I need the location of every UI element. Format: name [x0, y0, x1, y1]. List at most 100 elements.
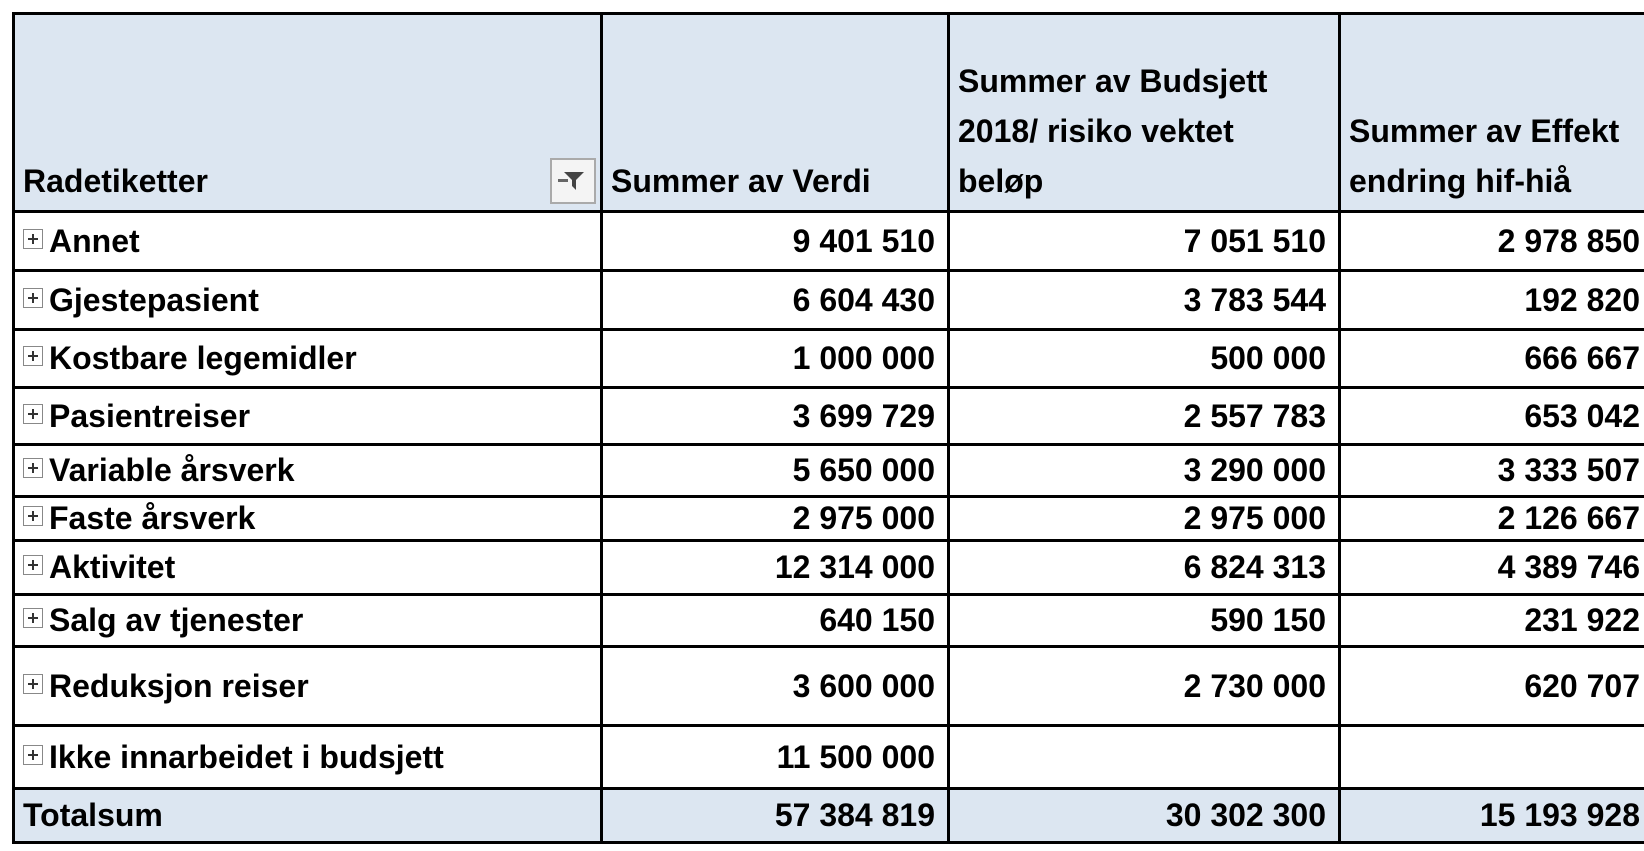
expand-button[interactable] — [23, 228, 43, 249]
row-label-cell: Kostbare legemidler — [12, 328, 603, 389]
expand-button[interactable] — [23, 346, 43, 366]
row-label-cell: Totalsum — [12, 787, 603, 844]
data-row: Ikke innarbeidet i budsjett 11 500 000 — [12, 724, 1644, 790]
data-row: Faste årsverk 2 975 000 2 975 000 2 126 667 — [12, 495, 1644, 542]
cell-value: 666 667 — [1524, 340, 1640, 376]
cell-value: 620 707 — [1524, 667, 1640, 704]
value-cell: 231 922 — [1338, 593, 1644, 648]
header-cell: Radetiketter — [12, 12, 603, 213]
header-cell: Summer av Budsjett 2018/ risiko vektet b… — [947, 12, 1341, 213]
cell-value: 653 042 — [1524, 397, 1640, 434]
value-cell: 12 314 000 — [600, 539, 950, 596]
expand-button[interactable] — [23, 555, 43, 575]
value-cell: 3 333 507 — [1338, 443, 1644, 498]
cell-value: 6 604 430 — [792, 281, 935, 318]
expand-button[interactable] — [23, 458, 43, 478]
value-cell: 3 600 000 — [600, 645, 950, 727]
header-cell: Summer av Verdi — [600, 12, 950, 213]
cell-value: 2 975 000 — [1183, 500, 1326, 536]
row-label: Aktivitet — [49, 549, 176, 585]
value-cell: 2 975 000 — [947, 495, 1341, 542]
row-label: Reduksjon reiser — [49, 667, 309, 704]
value-cell: 2 126 667 — [1338, 495, 1644, 542]
row-label-cell: Pasientreiser — [12, 386, 603, 446]
row-label: Gjestepasient — [49, 281, 259, 318]
row-label-cell: Annet — [12, 210, 603, 272]
value-cell: 2 978 850 — [1338, 210, 1644, 272]
data-row: Pasientreiser 3 699 729 2 557 783 653 042 — [12, 386, 1644, 446]
value-cell: 640 150 — [600, 593, 950, 648]
row-label-cell: Faste årsverk — [12, 495, 603, 542]
row-label-cell: Gjestepasient — [12, 269, 603, 331]
data-row: Aktivitet 12 314 000 6 824 313 4 389 746 — [12, 539, 1644, 596]
cell-value: 57 384 819 — [774, 797, 935, 833]
row-label: Ikke innarbeidet i budsjett — [49, 738, 444, 775]
value-cell: 620 707 — [1338, 645, 1644, 727]
cell-value: 3 699 729 — [792, 397, 935, 434]
data-row: Gjestepasient 6 604 430 3 783 544 192 820 — [12, 269, 1644, 331]
value-cell: 30 302 300 — [947, 787, 1341, 844]
cell-value: 3 783 544 — [1183, 281, 1326, 318]
row-label: Kostbare legemidler — [49, 340, 357, 376]
value-cell: 2 975 000 — [600, 495, 950, 542]
value-cell — [947, 724, 1341, 790]
total-row: Totalsum 57 384 819 30 302 300 15 193 928 — [12, 787, 1644, 844]
expand-button[interactable] — [23, 403, 43, 424]
cell-value: 3 290 000 — [1183, 452, 1326, 488]
cell-value: 7 051 510 — [1183, 222, 1326, 259]
filter-icon — [558, 172, 584, 190]
header-row: Radetiketter Summer av Verdi Summer av Bud… — [12, 12, 1644, 213]
row-label: Annet — [49, 222, 140, 259]
data-row: Salg av tjenester 640 150 590 150 231 922 — [12, 593, 1644, 648]
value-cell: 57 384 819 — [600, 787, 950, 844]
cell-value: 15 193 928 — [1479, 797, 1640, 833]
expand-button[interactable] — [23, 506, 43, 526]
cell-value: 5 650 000 — [792, 452, 935, 488]
value-cell: 7 051 510 — [947, 210, 1341, 272]
value-cell: 2 730 000 — [947, 645, 1341, 727]
value-cell: 590 150 — [947, 593, 1341, 648]
header-text: Radetiketter — [23, 163, 208, 199]
filter-button[interactable] — [550, 158, 596, 204]
value-cell: 6 824 313 — [947, 539, 1341, 596]
expand-button[interactable] — [23, 673, 43, 694]
value-cell: 11 500 000 — [600, 724, 950, 790]
header-text: Summer av Verdi — [611, 163, 871, 199]
row-label-cell: Salg av tjenester — [12, 593, 603, 648]
value-cell — [1338, 724, 1644, 790]
row-label-cell: Variable årsverk — [12, 443, 603, 498]
value-cell: 3 290 000 — [947, 443, 1341, 498]
row-label: Totalsum — [23, 797, 163, 833]
value-cell: 2 557 783 — [947, 386, 1341, 446]
row-label: Faste årsverk — [49, 500, 256, 536]
value-cell: 9 401 510 — [600, 210, 950, 272]
expand-button[interactable] — [23, 287, 43, 308]
cell-value: 2 975 000 — [792, 500, 935, 536]
cell-value: 3 600 000 — [792, 667, 935, 704]
header-text: Summer av Effekt endring hif-hiå — [1349, 113, 1620, 199]
header-text: Summer av Budsjett 2018/ risiko vektet b… — [958, 63, 1268, 199]
cell-value: 1 000 000 — [792, 340, 935, 376]
row-label: Pasientreiser — [49, 397, 251, 434]
cell-value: 6 824 313 — [1183, 549, 1326, 585]
value-cell: 666 667 — [1338, 328, 1644, 389]
data-row: Reduksjon reiser 3 600 000 2 730 000 620 70… — [12, 645, 1644, 727]
expand-button[interactable] — [23, 744, 43, 765]
cell-value: 11 500 000 — [776, 738, 935, 775]
cell-value: 2 126 667 — [1497, 500, 1640, 536]
pivot-table: Radetiketter Summer av Verdi Summer av Bud… — [12, 12, 1644, 844]
cell-value: 12 314 000 — [774, 549, 935, 585]
row-label-cell: Ikke innarbeidet i budsjett — [12, 724, 603, 790]
cell-value: 500 000 — [1210, 340, 1326, 376]
value-cell: 192 820 — [1338, 269, 1644, 331]
data-row: Variable årsverk 5 650 000 3 290 000 3 333 … — [12, 443, 1644, 498]
cell-value: 4 389 746 — [1497, 549, 1640, 585]
cell-value: 231 922 — [1524, 602, 1640, 638]
value-cell: 5 650 000 — [600, 443, 950, 498]
cell-value: 2 557 783 — [1183, 397, 1326, 434]
row-label-cell: Aktivitet — [12, 539, 603, 596]
data-row: Kostbare legemidler 1 000 000 500 000 666 6… — [12, 328, 1644, 389]
expand-button[interactable] — [23, 608, 43, 628]
cell-value: 30 302 300 — [1165, 797, 1326, 833]
